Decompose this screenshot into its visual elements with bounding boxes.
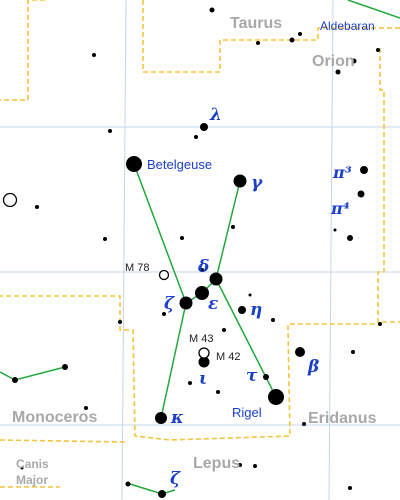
label-aldebaran: Aldebaran (320, 19, 375, 33)
constellation-boundaries (0, 0, 400, 488)
grid-line (121, 0, 127, 500)
boundary-taurus-orion (142, 0, 400, 73)
star-orion-north-d (298, 32, 302, 36)
star-field-18 (20, 466, 24, 470)
star-name-labels: Aldebaran Betelgeuse Rigel (147, 19, 375, 420)
star-field-06 (231, 225, 235, 229)
label-gamma: γ (251, 173, 263, 193)
star-field-17 (84, 406, 88, 410)
star-epsilon-ori (195, 286, 209, 300)
star-pi3-ori (360, 166, 368, 174)
star-orion-north-b (351, 58, 357, 64)
star-iota-ori (198, 356, 210, 368)
label-pi4: π⁴ (330, 199, 350, 218)
label-canis-major-2: Major (16, 473, 48, 487)
label-pi3: π³ (332, 163, 352, 182)
star-open-west (2, 192, 18, 208)
line-delta-gamma (215, 180, 241, 280)
star-field-14 (188, 381, 192, 385)
label-beta: β (307, 357, 319, 377)
label-lambda: λ (209, 105, 222, 125)
star-beta-eri (295, 347, 305, 357)
label-m78: M 78 (125, 262, 149, 274)
star-rigel (268, 389, 284, 405)
star-lepus-b (238, 463, 242, 467)
line-betelgeuse-zeta (133, 163, 187, 304)
star-taurus-a (209, 7, 215, 13)
label-eridanus: Eridanus (308, 410, 377, 427)
label-orion: Orion (312, 53, 355, 70)
label-m43: M 43 (189, 333, 213, 345)
label-iota: ι (199, 369, 207, 389)
line-taurus (347, 0, 400, 19)
star-zeta-ori (179, 296, 193, 310)
star-field-19 (333, 228, 337, 232)
label-rigel: Rigel (232, 405, 262, 420)
label-zeta-lepus: ζ (170, 469, 181, 489)
label-delta: δ (197, 257, 209, 277)
star-delta-ori (209, 272, 223, 286)
star-lepus-c (253, 464, 257, 468)
star-field-12 (351, 350, 355, 354)
star-field-13 (378, 322, 382, 326)
star-field-01 (92, 53, 96, 57)
star-zeta-lep (158, 490, 166, 498)
star-field-16 (302, 422, 306, 426)
star-field-11 (271, 318, 275, 322)
star-eta-ori (238, 306, 246, 314)
label-betelgeuse: Betelgeuse (147, 157, 212, 172)
label-monoceros: Monoceros (12, 409, 97, 426)
star-kappa-ori (155, 412, 167, 424)
deep-sky-labels: M 78 M 43 M 42 (125, 262, 240, 363)
constellation-labels: Taurus Orion Monoceros Eridanus Lepus Ca… (12, 15, 377, 487)
star-orion-north-a (335, 69, 341, 75)
open-markers (2, 192, 210, 359)
star-betelgeuse (126, 156, 142, 172)
nebula-m43-marker (198, 347, 210, 359)
star-lepus-d (348, 486, 352, 490)
line-zeta-kappa (160, 302, 187, 419)
star-monoceros-a (12, 377, 18, 383)
label-zeta: ζ (164, 294, 175, 314)
star-monoceros-b (62, 364, 68, 370)
star-field-09 (118, 320, 122, 324)
label-tau: τ (246, 366, 258, 386)
star-aldebaran-near (376, 48, 380, 52)
boundary-west-lower (0, 439, 126, 443)
star-pi-ori-c (347, 235, 353, 241)
label-lepus: Lepus (193, 455, 240, 472)
label-taurus: Taurus (230, 15, 282, 32)
label-epsilon: ε (208, 294, 218, 314)
star-field-10 (162, 312, 166, 316)
star-gamma-ori (233, 174, 247, 188)
grid-line (328, 0, 334, 500)
star-field-04 (103, 237, 107, 241)
stars (12, 7, 382, 498)
star-field-02 (108, 129, 112, 133)
star-lepus-minor (125, 481, 131, 487)
boundary-monoceros-west (0, 0, 45, 101)
greek-labels: λ γ π³ π⁴ δ ε ζ η ι τ β κ ζ (164, 105, 352, 489)
label-kappa: κ (170, 408, 184, 428)
star-field-07 (200, 268, 204, 272)
star-field-20 (248, 293, 252, 297)
star-field-15 (216, 390, 220, 394)
star-tau-ori (263, 374, 269, 380)
star-lambda-companion (194, 135, 198, 139)
star-field-05 (180, 236, 184, 240)
label-m42: M 42 (216, 351, 240, 363)
star-field-03 (35, 205, 39, 209)
label-eta: η (250, 300, 262, 320)
star-lambda-ori (200, 123, 208, 131)
star-taurus-b (256, 41, 260, 45)
nebula-m78-marker (158, 269, 170, 281)
label-canis-major-1: Canis (16, 457, 49, 471)
star-orion-north-c (289, 37, 295, 43)
star-pi4-ori (357, 190, 365, 198)
boundary-orion-eridanus (0, 295, 382, 441)
star-field-08 (222, 328, 226, 332)
